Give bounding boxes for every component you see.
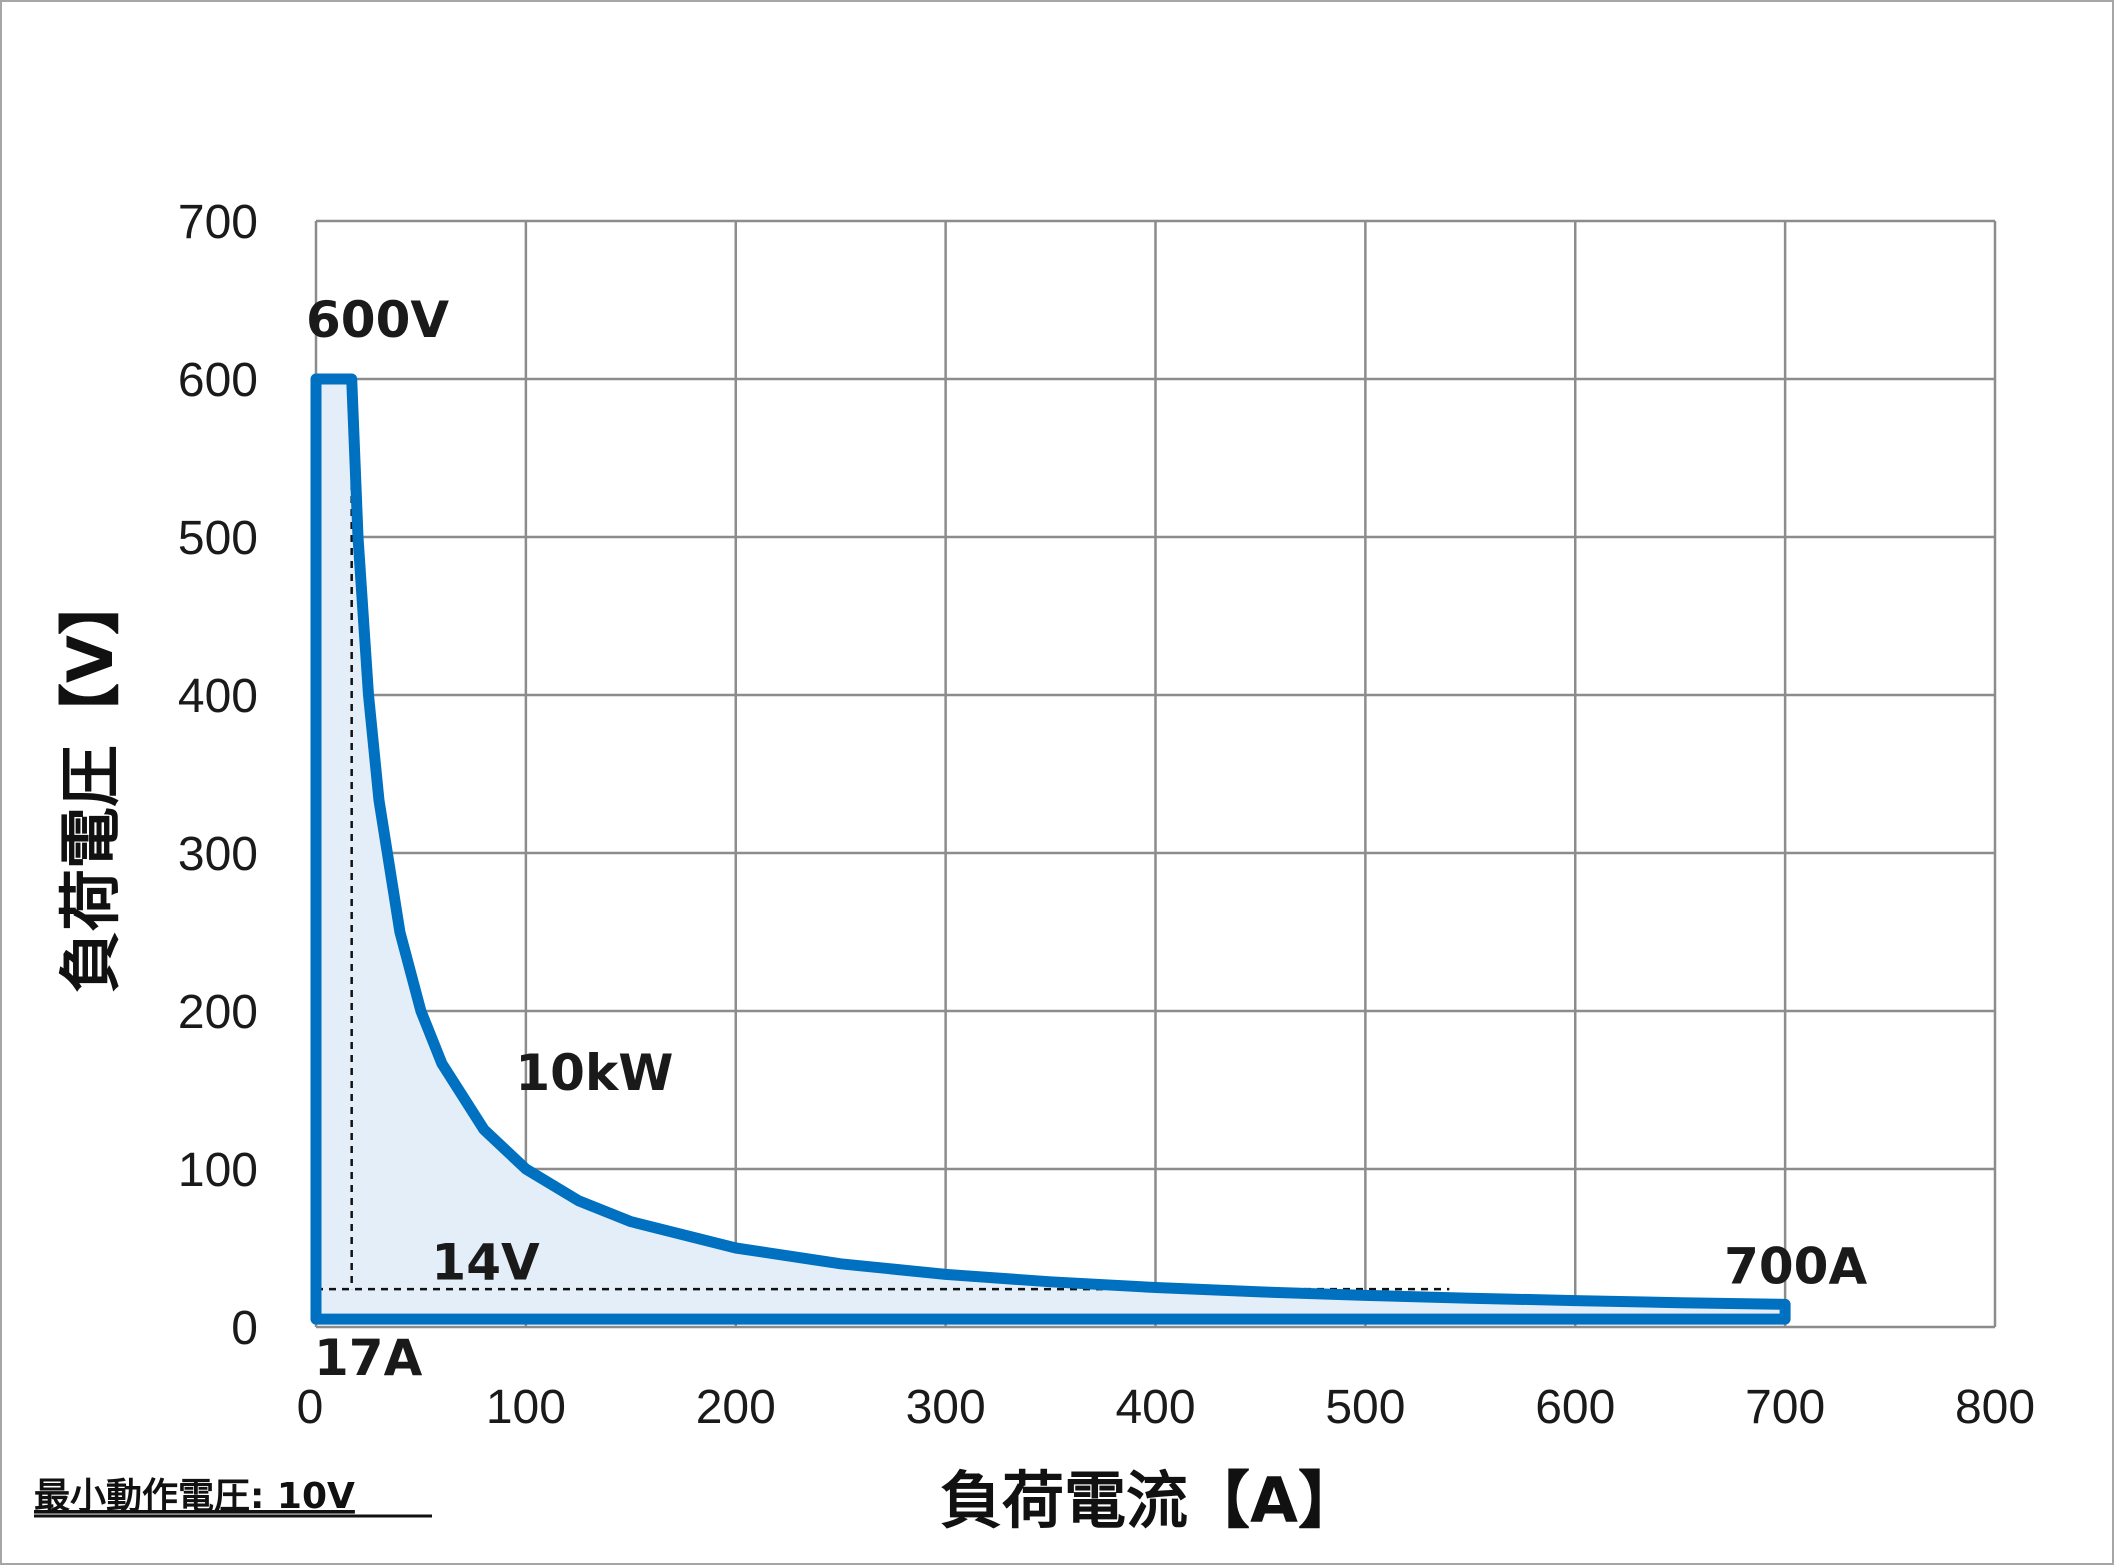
- guide-lines: [316, 379, 1450, 1291]
- annotation-label: 17A: [314, 1329, 423, 1387]
- x-tick-label: 400: [1115, 1381, 1195, 1434]
- series-layer: [310, 373, 1791, 1325]
- y-tick-label: 400: [178, 670, 258, 723]
- annotation-label: 14V: [431, 1234, 540, 1292]
- y-tick-label: 200: [178, 986, 258, 1039]
- x-tick-label: 300: [906, 1381, 986, 1434]
- x-tick-label: 200: [696, 1381, 776, 1434]
- series-area-fill: [316, 379, 1786, 1320]
- y-tick-labels: 0 100 200 300 400 500 600 700: [178, 196, 258, 1355]
- fill-layer: [316, 379, 1786, 1320]
- y-tick-label: 600: [178, 354, 258, 407]
- x-axis-title: 負荷電流【A】: [940, 1464, 1360, 1537]
- y-tick-label: 300: [178, 828, 258, 881]
- x-tick-label: 800: [1955, 1381, 2035, 1434]
- y-tick-label: 0: [231, 1302, 258, 1355]
- y-tick-label: 500: [178, 512, 258, 565]
- y-tick-label: 100: [178, 1144, 258, 1197]
- y-axis-title: 負荷電圧【V】: [54, 573, 127, 993]
- x-tick-label: 500: [1325, 1381, 1405, 1434]
- annotation-label: 600V: [306, 291, 449, 349]
- x-tick-labels: 0 100 200 300 400 500 600 700 800: [297, 1381, 2035, 1434]
- min-voltage-note: 最小動作電圧: 10V: [34, 1476, 355, 1517]
- y-tick-label: 700: [178, 196, 258, 249]
- grid: [314, 219, 1997, 1329]
- x-tick-label: 100: [486, 1381, 566, 1434]
- x-tick-label: 700: [1745, 1381, 1825, 1434]
- annotation-label: 700A: [1724, 1237, 1867, 1295]
- annotation-label: 10kW: [515, 1044, 673, 1102]
- x-tick-label: 600: [1535, 1381, 1615, 1434]
- x-tick-label: 0: [297, 1381, 324, 1434]
- series-line: [310, 373, 1791, 1325]
